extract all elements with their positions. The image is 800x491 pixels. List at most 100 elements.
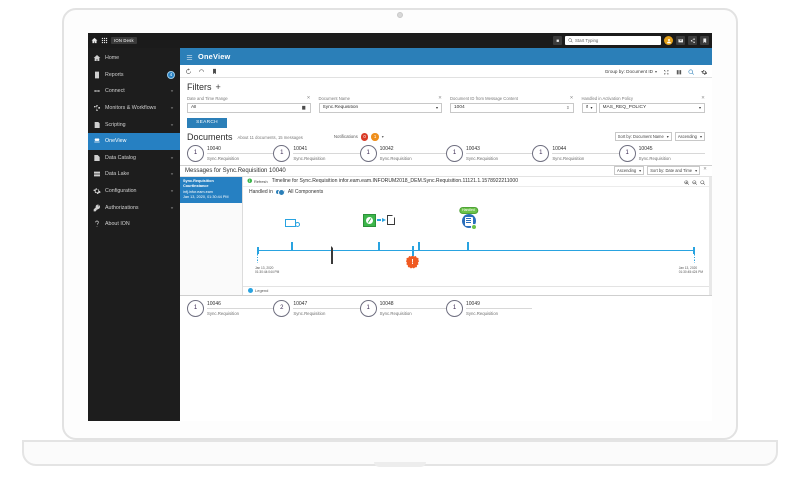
close-icon[interactable]: ✕ bbox=[701, 95, 705, 100]
search-icon[interactable] bbox=[688, 62, 695, 80]
sidebar-item-scripting[interactable]: Scripting bbox=[88, 116, 180, 133]
filter-value: MAS_REQ_POLICY bbox=[602, 105, 647, 110]
message-timestamp: Jan 13, 2020, 01:30:44 PM bbox=[183, 195, 229, 199]
handled-in-toggle[interactable] bbox=[275, 189, 285, 196]
sidebar-item-label: Authorizations bbox=[105, 204, 139, 211]
divider bbox=[293, 153, 360, 154]
monitor-icon bbox=[93, 104, 101, 112]
user-icon[interactable] bbox=[664, 36, 673, 45]
divider bbox=[552, 153, 619, 154]
timeline-node-delivered[interactable]: Handled bbox=[458, 206, 479, 230]
policy-value-select[interactable]: MAS_REQ_POLICY ▾ bbox=[598, 102, 705, 113]
filter-value: Sync.Requisition bbox=[322, 105, 359, 110]
messages-sort-direction-select[interactable]: Ascending ▾ bbox=[614, 166, 645, 175]
sort-direction-select[interactable]: Ascending ▾ bbox=[674, 132, 705, 141]
close-icon[interactable]: ✕ bbox=[569, 95, 574, 100]
timeline-alert-marker[interactable]: ! bbox=[406, 245, 419, 269]
scrollbar[interactable] bbox=[709, 176, 712, 295]
sidebar-item-connect[interactable]: Connect bbox=[88, 83, 180, 100]
sidebar-item-monitors-workflows[interactable]: Monitors & Workflows bbox=[88, 100, 180, 117]
document-card[interactable]: 2 10047 Sync.Requisition bbox=[273, 299, 360, 317]
datalake-icon bbox=[93, 170, 101, 178]
document-card[interactable]: 1 10048 Sync.Requisition bbox=[359, 299, 446, 317]
zoom-in-icon[interactable] bbox=[683, 172, 690, 190]
document-id: 10041 bbox=[293, 145, 308, 152]
sidebar-item-data-catalog[interactable]: Data Catalog bbox=[88, 150, 180, 167]
close-panel-icon[interactable]: ✕ bbox=[703, 166, 707, 172]
message-list: Sync.Requisition CourtInstance infj.info… bbox=[180, 176, 243, 295]
document-name: Sync.Requisition bbox=[379, 155, 412, 161]
global-topbar: ION Desk Start Typing bbox=[88, 33, 712, 48]
search-button[interactable]: SEARCH bbox=[187, 117, 227, 128]
warning-badge[interactable]: 1 bbox=[371, 133, 379, 141]
zoom-out-icon[interactable] bbox=[691, 172, 698, 190]
oneview-toolbar: Group by: Document ID ▾ bbox=[180, 65, 712, 78]
chevron-down-icon[interactable]: ▾ bbox=[381, 134, 384, 140]
document-id-input[interactable]: 1004 ⇳ bbox=[450, 102, 574, 113]
mail-icon[interactable] bbox=[676, 36, 685, 45]
bookmark-icon[interactable] bbox=[700, 36, 709, 45]
menu-square-button[interactable] bbox=[553, 36, 562, 45]
timeline-node-mapping[interactable] bbox=[363, 213, 395, 227]
sidebar-item-home[interactable]: Home bbox=[88, 50, 180, 67]
refresh-icon[interactable] bbox=[185, 62, 192, 80]
list-item[interactable]: Sync.Requisition CourtInstance infj.info… bbox=[180, 176, 242, 203]
undo-icon[interactable] bbox=[198, 62, 205, 80]
timeline-header: Refresh Timeline for Sync.Requisition in… bbox=[243, 177, 709, 187]
group-by-select[interactable]: Group by: Document ID ▾ bbox=[605, 69, 657, 74]
bookmark-icon[interactable] bbox=[211, 62, 218, 80]
policy-operator-select[interactable]: IN ▾ bbox=[581, 102, 597, 113]
sidebar-item-data-lake[interactable]: Data Lake bbox=[88, 166, 180, 183]
share-icon[interactable] bbox=[688, 36, 697, 45]
sidebar-item-configuration[interactable]: Configuration bbox=[88, 183, 180, 200]
message-document-name: Sync.Requisition bbox=[183, 178, 214, 183]
add-filter-icon[interactable]: + bbox=[215, 81, 221, 92]
document-name: Sync.Requisition bbox=[465, 310, 498, 316]
document-name-select[interactable]: Sync.Requisition ▾ bbox=[318, 102, 442, 113]
refresh-button[interactable]: Refresh bbox=[247, 178, 268, 184]
document-count: 1 bbox=[273, 144, 291, 162]
sidebar-item-label: Scripting bbox=[105, 121, 126, 128]
sidebar-item-oneview[interactable]: OneView bbox=[88, 132, 180, 150]
document-id: 10044 bbox=[552, 145, 567, 152]
document-card[interactable]: 1 10043 Sync.Requisition bbox=[445, 144, 533, 162]
sidebar-item-reports[interactable]: Reports 4 bbox=[88, 67, 180, 84]
error-badge[interactable]: 0 bbox=[360, 133, 369, 141]
question-icon bbox=[93, 220, 101, 228]
sort-by-select[interactable]: Sort by: Document Name ▾ bbox=[614, 132, 672, 141]
sidebar-item-label: Configuration bbox=[105, 188, 137, 195]
timeline-canvas[interactable]: Handled bbox=[243, 197, 709, 286]
document-card[interactable]: 1 10041 Sync.Requisition bbox=[273, 144, 360, 162]
queue-icon bbox=[285, 219, 300, 228]
close-icon[interactable]: ✕ bbox=[306, 95, 311, 100]
document-card[interactable]: 1 10044 Sync.Requisition bbox=[532, 144, 619, 162]
expand-icon[interactable] bbox=[663, 62, 670, 80]
document-card-row-1: 1 10040 Sync.Requisition 1 10041 Sync.Re… bbox=[180, 144, 712, 165]
stepper-icon[interactable]: ⇳ bbox=[566, 105, 570, 110]
date-range-input[interactable]: All bbox=[187, 102, 311, 113]
home-icon[interactable] bbox=[91, 37, 98, 44]
messages-sort-by-select[interactable]: Sort by: Date and Time ▾ bbox=[647, 166, 701, 175]
document-card[interactable]: 1 10046 Sync.Requisition bbox=[187, 299, 274, 317]
legend-bar[interactable]: Legend bbox=[243, 285, 709, 295]
grid-icon[interactable] bbox=[101, 37, 108, 44]
columns-icon[interactable] bbox=[676, 62, 683, 80]
hamburger-icon[interactable] bbox=[186, 48, 193, 66]
document-card[interactable]: 1 10045 Sync.Requisition bbox=[618, 144, 705, 162]
messages-header: Messages for Sync.Requisition 10040 Asce… bbox=[180, 166, 712, 177]
global-search[interactable]: Start Typing bbox=[565, 36, 661, 45]
timeline-node-source[interactable] bbox=[283, 216, 300, 231]
search-icon bbox=[568, 38, 573, 43]
sidebar-item-authorizations[interactable]: Authorizations bbox=[88, 199, 180, 216]
sidebar-item-about-ion[interactable]: About ION bbox=[88, 216, 180, 233]
close-icon[interactable]: ✕ bbox=[438, 95, 442, 100]
timeline-end-timestamp: Jan 13, 2020 01:30:45:424 PM bbox=[678, 265, 703, 274]
document-card[interactable]: 1 10049 Sync.Requisition bbox=[445, 299, 533, 317]
zoom-reset-icon[interactable] bbox=[699, 172, 706, 190]
document-card[interactable]: 1 10042 Sync.Requisition bbox=[359, 144, 446, 162]
settings-gear-icon[interactable] bbox=[700, 62, 708, 80]
document-card[interactable]: 1 10040 Sync.Requisition bbox=[187, 144, 274, 162]
sort-by-label: Sort by: Document Name bbox=[617, 133, 664, 139]
filter-document-id: Document ID from Message Content ✕ 1004 … bbox=[450, 95, 574, 113]
timeline-document-marker[interactable] bbox=[331, 244, 333, 264]
